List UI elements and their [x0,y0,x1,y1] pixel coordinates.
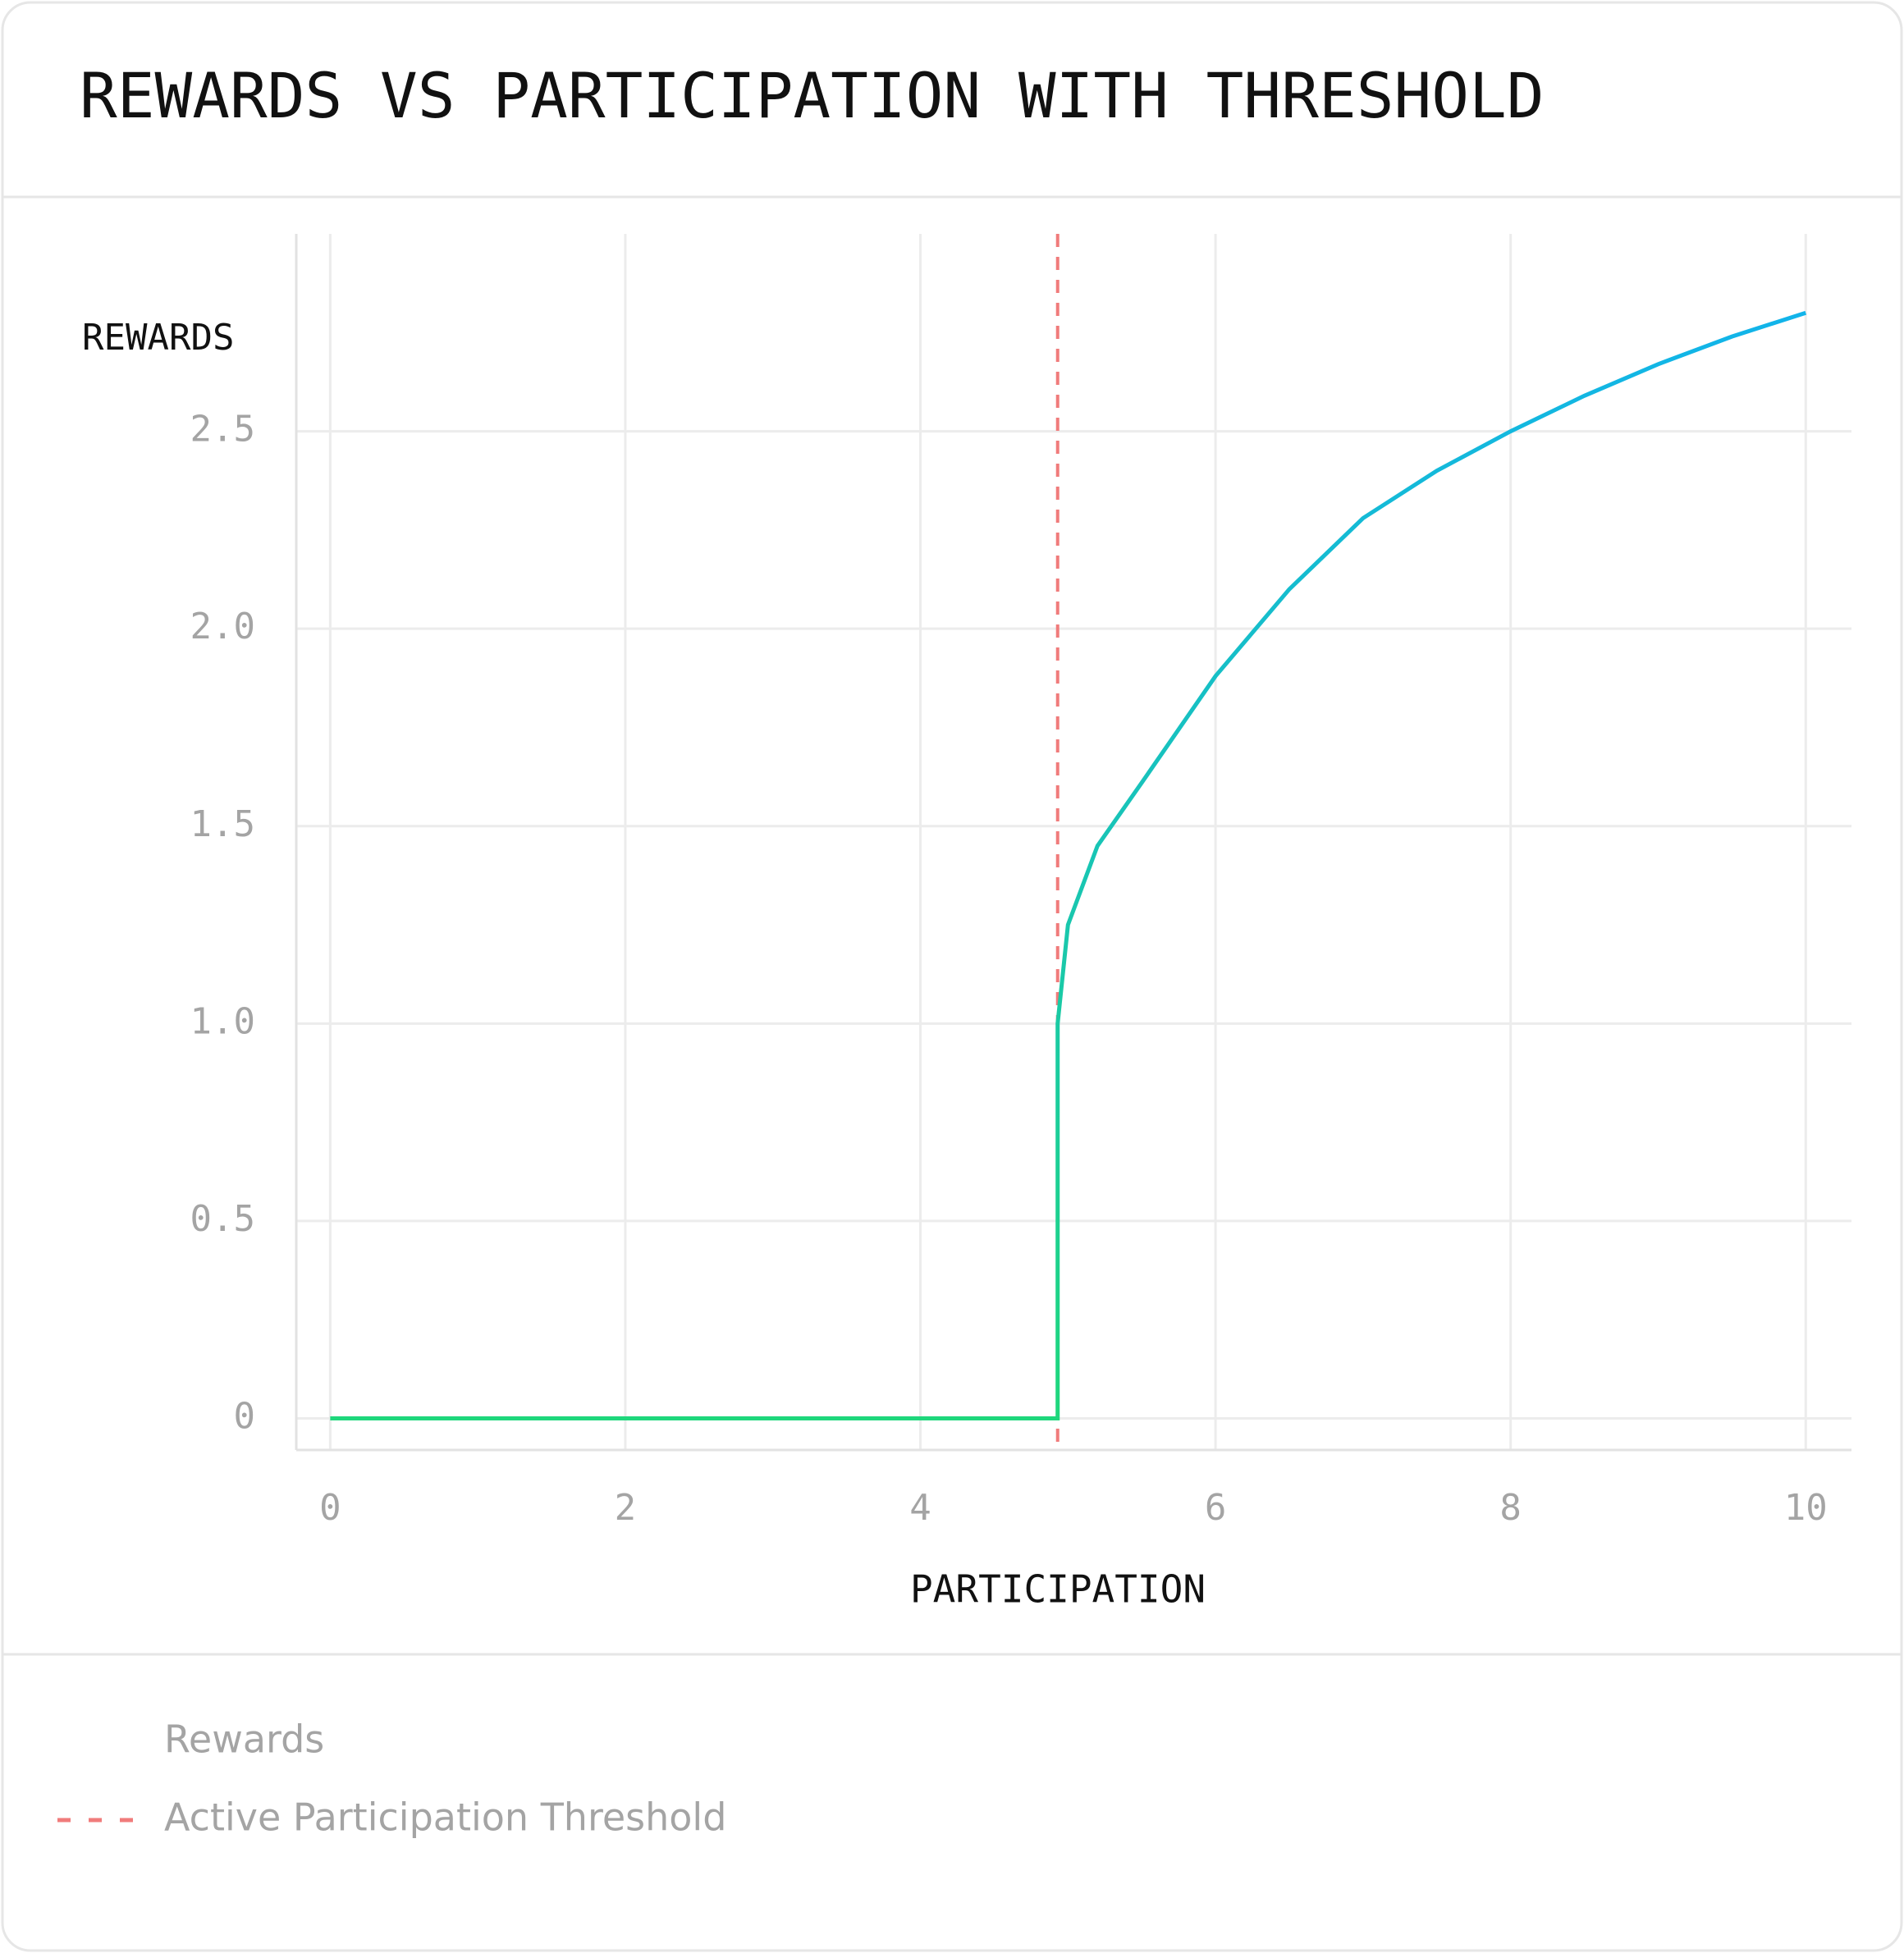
y-tick-label: 1.5 [190,803,255,845]
legend-label: Rewards [164,1717,324,1762]
x-tick-label: 4 [909,1487,931,1529]
y-axis-title: REWARDS [82,317,234,359]
y-tick-label: 2.5 [190,409,255,451]
x-tick-label: 8 [1499,1487,1522,1529]
y-tick-label: 0 [234,1396,256,1438]
legend-label: Active Participation Threshold [164,1795,726,1840]
x-tick-label: 6 [1205,1487,1227,1529]
y-tick-label: 1.0 [190,1000,255,1042]
x-tick-label: 0 [319,1487,341,1529]
line [330,310,1807,1421]
x-axis-title: PARTICIPATION [910,1567,1206,1612]
y-tick-label: 0.5 [190,1198,255,1240]
x-tick-label: 2 [615,1487,637,1529]
chart-title: REWARDS VS PARTICIPATION WITH THRESHOLD [80,59,1544,132]
x-tick-label: 10 [1784,1487,1828,1529]
y-tick-label: 2.0 [190,606,255,647]
